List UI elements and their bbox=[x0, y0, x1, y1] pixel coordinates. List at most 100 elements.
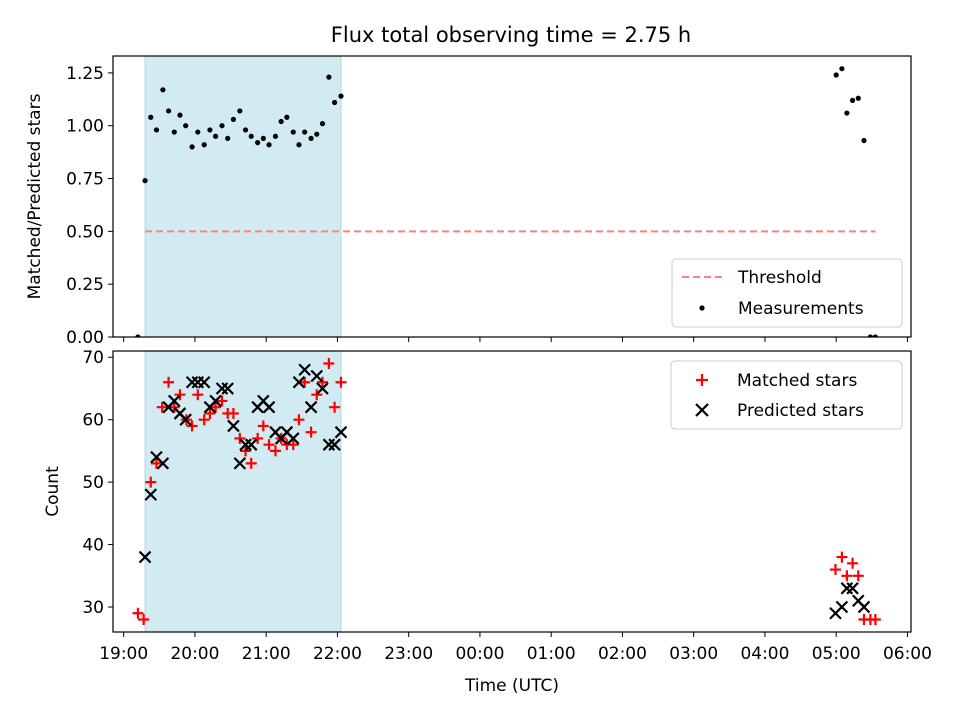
panel-top: 0.00 0.25 0.50 0.75 1.00 1.25 Matched/Predicte… bbox=[25, 55, 912, 348]
matched-star-marker bbox=[240, 445, 252, 457]
measurement-point bbox=[331, 99, 338, 106]
predicted-stars-series bbox=[138, 363, 871, 620]
measurement-point bbox=[142, 178, 148, 184]
matched-star-marker bbox=[210, 401, 222, 413]
matched-star-marker bbox=[829, 564, 841, 576]
x-tick-label: 05:00 bbox=[812, 644, 861, 664]
y-tick-label-bottom: 60 bbox=[82, 411, 104, 431]
y-tick-label-top: 0.25 bbox=[66, 275, 104, 295]
y-tick-label-bottom: 40 bbox=[82, 536, 104, 556]
measurement-point bbox=[278, 118, 284, 125]
x-tick-label: 21:00 bbox=[242, 644, 291, 664]
matched-star-marker bbox=[163, 376, 175, 388]
legend-box-bottom bbox=[670, 360, 903, 430]
predicted-star-marker bbox=[322, 438, 336, 451]
predicted-star-marker bbox=[846, 582, 859, 595]
shaded-span-top bbox=[144, 55, 342, 338]
measurement-point bbox=[844, 110, 850, 116]
measurement-point bbox=[225, 135, 231, 141]
matched-star-marker bbox=[132, 607, 144, 619]
measurement-point bbox=[255, 140, 261, 146]
legend-measurement-swatch bbox=[699, 305, 705, 311]
predicted-star-marker bbox=[215, 382, 229, 395]
measurement-point bbox=[230, 116, 237, 122]
measurement-point bbox=[160, 87, 166, 93]
matched-star-marker bbox=[150, 457, 162, 469]
predicted-star-marker bbox=[179, 413, 192, 426]
axes-frame-bottom bbox=[112, 350, 912, 633]
y-tick-label-top: 1.25 bbox=[66, 64, 104, 84]
matched-star-marker bbox=[257, 420, 269, 432]
measurements-series bbox=[135, 66, 878, 337]
matched-star-marker bbox=[293, 414, 305, 426]
legend-predicted-swatch bbox=[695, 403, 709, 417]
y-axis-label-top: Matched/Predicted stars bbox=[25, 93, 45, 299]
measurement-point bbox=[326, 74, 332, 80]
matched-star-marker bbox=[138, 614, 150, 626]
predicted-star-marker bbox=[840, 582, 854, 595]
matched-star-marker bbox=[269, 445, 281, 457]
predicted-star-marker bbox=[209, 394, 222, 408]
matched-star-marker bbox=[227, 407, 239, 419]
predicted-star-marker bbox=[316, 382, 329, 395]
legend-box-top bbox=[671, 258, 903, 328]
matched-star-marker bbox=[287, 439, 299, 451]
measurement-point bbox=[833, 72, 839, 78]
y-tick-label-bottom: 30 bbox=[82, 598, 104, 618]
predicted-star-marker bbox=[286, 432, 300, 445]
matched-star-marker bbox=[216, 395, 228, 407]
measurement-point bbox=[319, 121, 326, 127]
x-tick-label: 22:00 bbox=[313, 644, 362, 664]
predicted-star-marker bbox=[233, 457, 247, 470]
measurement-point bbox=[135, 334, 141, 337]
x-tick-label: 06:00 bbox=[883, 644, 932, 664]
measurement-point bbox=[266, 142, 272, 148]
matched-star-marker bbox=[847, 557, 859, 569]
panel-bottom: 30 40 50 60 70 19:00 20:00 21:00 22:00 23:00 00:00… bbox=[43, 348, 932, 696]
matched-stars-series bbox=[132, 357, 881, 626]
chart-title: Flux total observing time = 2.75 h bbox=[331, 23, 691, 47]
measurement-point bbox=[296, 142, 302, 148]
measurement-point bbox=[284, 114, 290, 120]
shaded-span-bottom bbox=[144, 350, 342, 633]
matched-star-marker bbox=[145, 476, 157, 488]
matched-star-marker bbox=[329, 401, 341, 413]
measurement-point bbox=[308, 135, 314, 141]
predicted-star-marker bbox=[167, 394, 181, 408]
predicted-star-marker bbox=[244, 438, 258, 451]
matched-star-marker bbox=[841, 570, 853, 582]
predicted-star-marker bbox=[310, 369, 324, 383]
matched-star-marker bbox=[299, 376, 311, 388]
matched-star-marker bbox=[335, 376, 347, 388]
matched-star-marker bbox=[156, 401, 168, 413]
predicted-star-marker bbox=[138, 550, 152, 564]
predicted-star-marker bbox=[334, 425, 348, 439]
y-tick-label-top: 0.00 bbox=[66, 328, 104, 348]
legend-threshold-label: Threshold bbox=[737, 268, 822, 288]
x-axis-label: Time (UTC) bbox=[464, 676, 559, 696]
predicted-star-marker bbox=[144, 488, 158, 501]
measurement-point bbox=[272, 133, 279, 139]
predicted-star-marker bbox=[292, 375, 306, 389]
x-tick-label: 19:00 bbox=[99, 644, 148, 664]
predicted-star-marker bbox=[262, 400, 276, 414]
x-tick-label: 20:00 bbox=[170, 644, 219, 664]
matched-star-marker bbox=[316, 376, 328, 388]
predicted-star-marker bbox=[197, 375, 211, 389]
measurement-point bbox=[177, 112, 183, 118]
matched-star-marker bbox=[323, 357, 335, 369]
matched-star-marker bbox=[263, 439, 275, 451]
measurement-point bbox=[260, 135, 266, 141]
x-tick-label: 04:00 bbox=[740, 644, 789, 664]
matched-star-marker bbox=[305, 426, 317, 438]
predicted-star-marker bbox=[304, 400, 318, 414]
legend-predicted-label: Predicted stars bbox=[737, 401, 864, 421]
measurement-point bbox=[207, 127, 213, 133]
y-tick-label-top: 0.75 bbox=[66, 170, 104, 190]
legend-top: Threshold Measurements bbox=[671, 258, 903, 328]
matched-star-marker bbox=[852, 570, 864, 582]
predicted-star-marker bbox=[328, 438, 341, 451]
predicted-star-marker bbox=[227, 419, 240, 433]
